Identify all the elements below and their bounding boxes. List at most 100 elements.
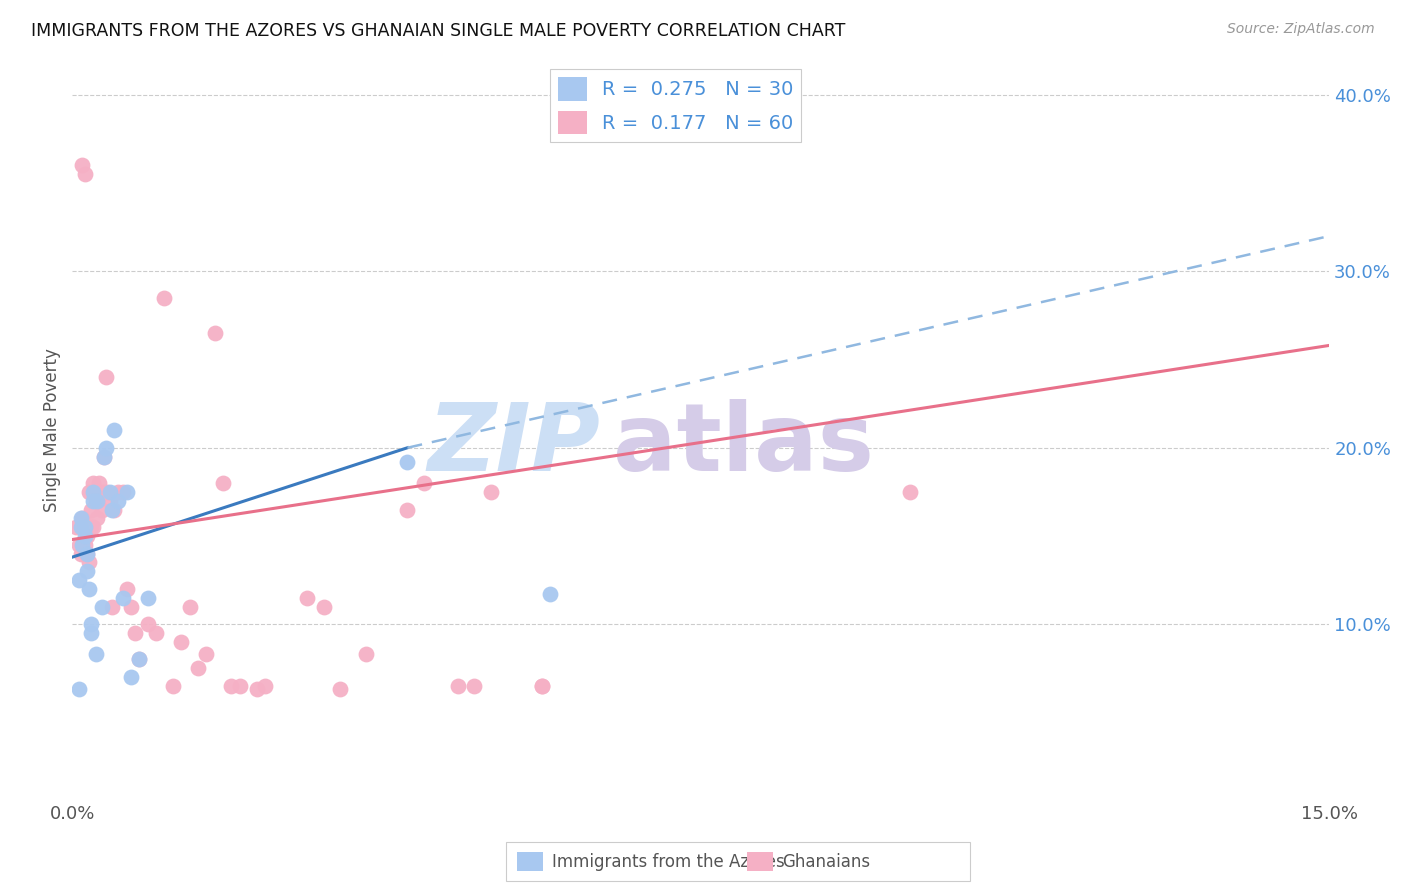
Point [77, 582, 100, 596]
Point [73, 520, 96, 534]
Point [107, 484, 129, 499]
Point [101, 502, 124, 516]
Point [107, 493, 129, 508]
Point [103, 423, 125, 437]
Point [96, 484, 118, 499]
Point [79, 520, 101, 534]
Point [82, 484, 104, 499]
Point [73, 538, 96, 552]
Text: ZIP: ZIP [427, 399, 600, 491]
Point [72, 511, 94, 525]
Point [120, 599, 142, 614]
Point [212, 476, 235, 491]
Point [65, 520, 87, 534]
Point [329, 682, 352, 697]
Point [111, 591, 134, 605]
Point [463, 679, 485, 693]
Point [90, 502, 112, 516]
Point [79, 502, 101, 516]
Point [79, 626, 101, 640]
Point [253, 679, 276, 693]
FancyBboxPatch shape [506, 842, 970, 881]
Point [136, 617, 159, 632]
Point [898, 484, 921, 499]
Point [72, 538, 94, 552]
Point [295, 591, 318, 605]
Point [221, 679, 243, 693]
Point [87, 476, 110, 491]
Point [115, 582, 138, 596]
Point [77, 484, 100, 499]
Point [479, 484, 502, 499]
Point [69, 547, 91, 561]
Point [69, 511, 91, 525]
Text: atlas: atlas [613, 399, 873, 491]
Point [84, 647, 107, 661]
Point [187, 661, 209, 675]
Point [170, 635, 193, 649]
Point [93, 450, 115, 464]
Text: Source: ZipAtlas.com: Source: ZipAtlas.com [1227, 22, 1375, 37]
Point [530, 679, 553, 693]
Point [447, 679, 470, 693]
Point [86, 511, 108, 525]
Point [136, 591, 159, 605]
Point [98, 484, 121, 499]
Legend: R =  0.275   N = 30, R =  0.177   N = 60: R = 0.275 N = 30, R = 0.177 N = 60 [550, 70, 801, 142]
Point [195, 647, 218, 661]
Point [128, 652, 150, 666]
Point [103, 502, 125, 516]
Point [101, 599, 124, 614]
Point [115, 484, 138, 499]
Point [120, 670, 142, 684]
Point [145, 626, 167, 640]
Point [413, 476, 436, 491]
Point [162, 679, 184, 693]
Point [72, 158, 94, 172]
Point [77, 556, 100, 570]
Text: Ghanaians: Ghanaians [782, 853, 870, 871]
Point [204, 326, 226, 340]
Point [98, 493, 121, 508]
Text: Immigrants from the Azores: Immigrants from the Azores [551, 853, 785, 871]
Point [312, 599, 335, 614]
Point [73, 167, 96, 181]
Point [124, 626, 146, 640]
Point [67, 573, 90, 587]
Point [354, 647, 377, 661]
Point [82, 476, 104, 491]
Point [76, 547, 98, 561]
Point [67, 682, 90, 697]
Point [86, 493, 108, 508]
Point [396, 455, 419, 469]
Point [179, 599, 201, 614]
Point [246, 682, 269, 697]
Point [86, 493, 108, 508]
Point [84, 493, 107, 508]
Point [67, 538, 90, 552]
Point [90, 484, 112, 499]
Point [76, 564, 98, 578]
Bar [748, 852, 773, 871]
Point [84, 484, 107, 499]
Point [229, 679, 252, 693]
Point [128, 652, 150, 666]
Point [69, 520, 91, 534]
Point [76, 529, 98, 543]
Point [79, 617, 101, 632]
Point [76, 547, 98, 561]
Point [82, 493, 104, 508]
Point [538, 587, 561, 601]
Text: IMMIGRANTS FROM THE AZORES VS GHANAIAN SINGLE MALE POVERTY CORRELATION CHART: IMMIGRANTS FROM THE AZORES VS GHANAIAN S… [31, 22, 845, 40]
Point [94, 370, 117, 384]
Point [93, 450, 115, 464]
Point [82, 520, 104, 534]
Point [111, 484, 134, 499]
Bar [517, 852, 543, 871]
Point [94, 441, 117, 455]
Y-axis label: Single Male Poverty: Single Male Poverty [44, 348, 60, 512]
Point [530, 679, 553, 693]
Point [396, 502, 419, 516]
Point [153, 291, 176, 305]
Point [73, 529, 96, 543]
